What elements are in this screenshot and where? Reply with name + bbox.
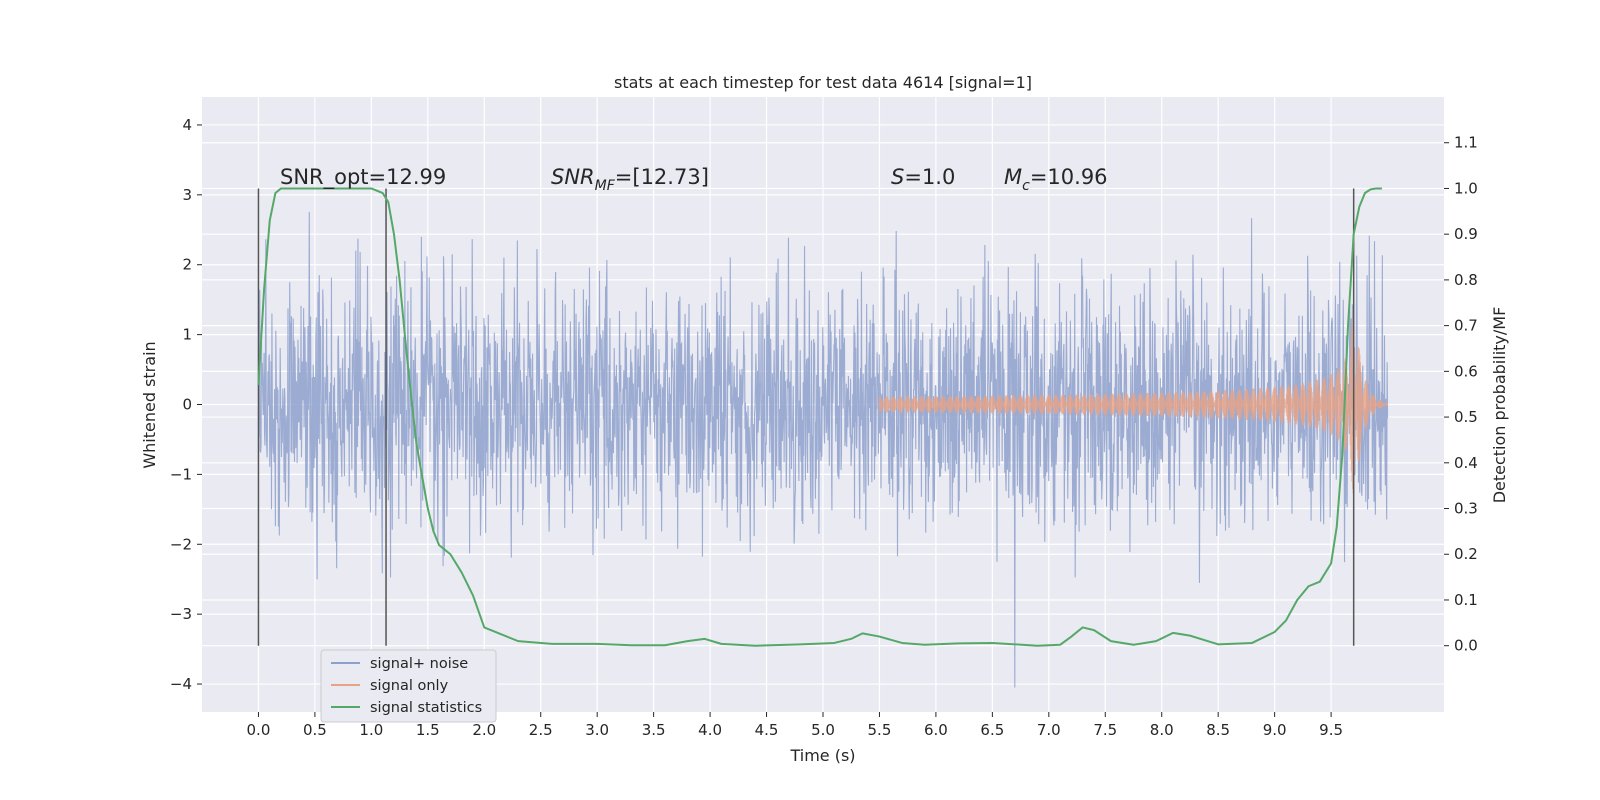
y2-tick-label: 0.3 <box>1454 500 1478 518</box>
legend-label-signal-only: signal only <box>370 678 449 694</box>
series-signal-statistics <box>257 187 1382 647</box>
y2-tick-label: 0.8 <box>1454 271 1478 289</box>
mc-subscript: c <box>1022 178 1030 194</box>
vertical-markers <box>257 188 1355 646</box>
y2-tick-label: 0.9 <box>1454 225 1478 243</box>
x-axis-title: Time (s) <box>789 746 855 765</box>
y-tick-label: −3 <box>170 605 192 623</box>
x-tick-label: 4.0 <box>698 721 722 739</box>
x-tick-label: 3.0 <box>585 721 609 739</box>
snr-mf-subscript: MF <box>595 178 616 194</box>
mc-symbol: M <box>1004 165 1022 189</box>
series-signal-only <box>878 314 1389 495</box>
x-tick-label: 0.5 <box>303 721 327 739</box>
y-tick-label: 3 <box>182 186 192 204</box>
y2-tick-label: 0.6 <box>1454 362 1478 380</box>
y2-tick-label: 0.7 <box>1454 317 1478 335</box>
snr-mf-symbol: SNR <box>551 165 595 189</box>
y2-tick-label: 0.5 <box>1454 408 1478 426</box>
x-tick-label: 8.0 <box>1150 721 1174 739</box>
x-tick-label: 1.0 <box>359 721 383 739</box>
x-tick-label: 8.5 <box>1206 721 1230 739</box>
x-tick-label: 7.0 <box>1037 721 1061 739</box>
chart-title: stats at each timestep for test data 461… <box>614 73 1032 92</box>
y-tick-label: −1 <box>170 465 192 483</box>
x-tick-label: 6.5 <box>980 721 1004 739</box>
x-tick-label: 0.0 <box>247 721 271 739</box>
axis-ticks: 0.0 0.5 1.0 1.5 2.0 2.5 3.0 3.5 4.0 4.5 5.0 5.5 6.0 6… <box>170 116 1478 739</box>
s-value: =1.0 <box>904 165 955 189</box>
noise-trace <box>257 211 1389 688</box>
signal-only-trace <box>878 314 1389 495</box>
y2-tick-label: 0.0 <box>1454 637 1478 655</box>
y-tick-label: 2 <box>182 256 192 274</box>
y2-tick-label: 0.1 <box>1454 591 1478 609</box>
x-tick-label: 2.5 <box>529 721 553 739</box>
x-tick-label: 5.0 <box>811 721 835 739</box>
legend-box <box>320 649 497 723</box>
y-tick-label: 0 <box>182 396 192 414</box>
x-tick-label: 9.0 <box>1263 721 1287 739</box>
annotation-snr-mf: SNRMF=[12.73] <box>551 165 709 194</box>
y2-axis-title: Detection probability/MF <box>1490 307 1509 504</box>
y-tick-label: 4 <box>182 116 192 134</box>
legend-label-signal-statistics: signal statistics <box>370 700 482 716</box>
x-tick-label: 7.5 <box>1093 721 1117 739</box>
x-tick-label: 1.5 <box>416 721 440 739</box>
legend: signal+ noise signal only signal statist… <box>320 649 497 723</box>
y2-tick-label: 0.4 <box>1454 454 1478 472</box>
y2-tick-label: 0.2 <box>1454 545 1478 563</box>
y-tick-label: 1 <box>182 326 192 344</box>
x-tick-label: 5.5 <box>868 721 892 739</box>
y-axis-title: Whitened strain <box>140 341 159 468</box>
snr-mf-value: =[12.73] <box>615 165 709 189</box>
y-tick-label: −4 <box>170 675 192 693</box>
legend-label-signal-noise: signal+ noise <box>370 656 468 672</box>
x-tick-label: 9.5 <box>1319 721 1343 739</box>
series-signal-noise <box>257 211 1389 688</box>
y2-tick-label: 1.0 <box>1454 179 1478 197</box>
annotation-mc: Mc=10.96 <box>1004 165 1108 194</box>
statistics-line <box>257 187 1382 647</box>
annotation-s: S=1.0 <box>891 165 955 189</box>
y-tick-label: −2 <box>170 535 192 553</box>
x-tick-label: 2.0 <box>472 721 496 739</box>
x-tick-label: 6.0 <box>924 721 948 739</box>
x-tick-label: 3.5 <box>642 721 666 739</box>
s-symbol: S <box>891 165 904 189</box>
y2-tick-label: 1.1 <box>1454 134 1478 152</box>
annotation-snr-opt: SNR_opt=12.99 <box>280 165 446 190</box>
annotations: SNR_opt=12.99 SNRMF=[12.73] S=1.0 Mc=10.… <box>280 165 1108 194</box>
mc-value: =10.96 <box>1030 165 1108 189</box>
x-tick-label: 4.5 <box>755 721 779 739</box>
